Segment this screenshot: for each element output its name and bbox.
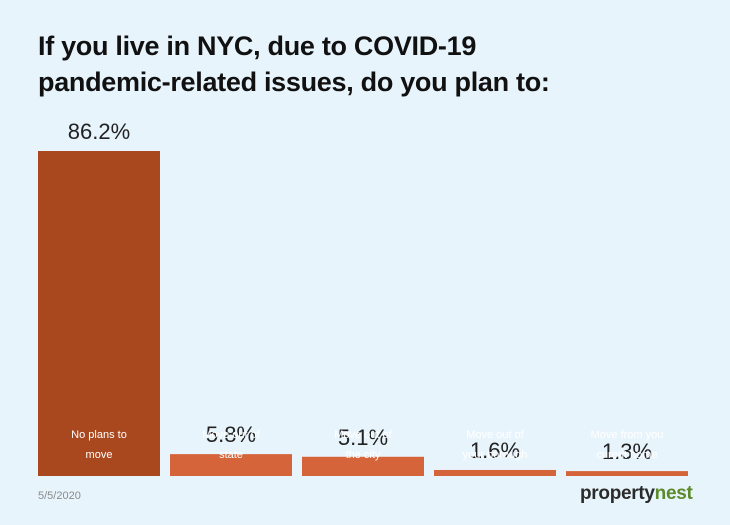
bar-4 [434, 469, 556, 476]
category-label-2-line-1: Move out of [202, 429, 260, 441]
category-label-5-line-1: Move from you [591, 429, 664, 441]
bar-2 [170, 454, 292, 476]
bar-1 [38, 151, 160, 476]
value-label-3: 5.1% [338, 425, 388, 450]
bar-3 [302, 456, 424, 476]
category-label-2-line-2: state [219, 449, 243, 461]
title-line-1: If you live in NYC, due to COVID-19 [38, 31, 477, 61]
category-label-3-line-2: the city [346, 449, 381, 461]
value-label-5: 1.3% [602, 439, 652, 464]
logo-text-property: property [580, 483, 655, 504]
value-label-4: 1.6% [470, 438, 520, 463]
bar-5 [566, 471, 688, 476]
category-label-4-line-1: Move out of [466, 429, 524, 441]
category-label-5-line-2: curent home [596, 449, 657, 461]
chart-title: If you live in NYC, due to COVID-19 pand… [38, 28, 698, 100]
category-label-1-line-1: No plans to [71, 429, 127, 441]
category-label-1-line-2: move [86, 449, 113, 461]
date-label: 5/5/2020 [38, 490, 81, 502]
title-line-2: pandemic-related issues, do you plan to: [38, 67, 550, 97]
propertynest-logo: propertynest [580, 483, 693, 505]
logo-text-nest: nest [654, 483, 693, 504]
category-label-4-line-2: your borough [463, 449, 528, 461]
category-label-3-line-1: Move out of [334, 429, 392, 441]
value-label-2: 5.8% [206, 422, 256, 447]
value-label-1: 86.2% [68, 119, 130, 144]
